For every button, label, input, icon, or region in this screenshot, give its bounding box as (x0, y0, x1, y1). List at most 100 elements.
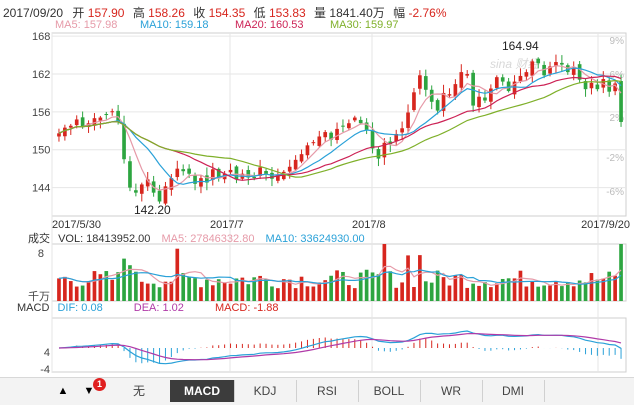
candle-body (376, 149, 381, 159)
pct-tick-label: -2% (606, 153, 624, 164)
macd-axis-bottom: -4 (40, 364, 50, 376)
candle-body (80, 117, 85, 128)
volume-bar (530, 281, 535, 301)
volume-bar (216, 279, 221, 301)
candle-body (364, 122, 369, 131)
dea-line (58, 332, 622, 361)
volume-bar (311, 286, 316, 301)
volume-bar (542, 285, 546, 301)
ma5-legend: MA5: 157.98 (55, 19, 118, 31)
candle-body (68, 125, 73, 128)
candle-body (571, 67, 576, 75)
candle-body (530, 61, 535, 76)
candle-body (471, 72, 475, 106)
candle-body (341, 125, 345, 127)
volume-bar (276, 288, 280, 301)
tab-kdj[interactable]: KDJ (234, 380, 297, 402)
candle-body (163, 186, 168, 204)
volume-label: 量 (314, 6, 327, 20)
volume-bar (169, 281, 174, 301)
volume-bar (607, 271, 612, 301)
price-tick-label: 168 (32, 31, 50, 43)
volume-bar (441, 277, 446, 301)
candle-body (536, 58, 541, 64)
candle-body (441, 92, 446, 111)
volume-axis-unit: 千万 (28, 290, 50, 303)
tab-dmi[interactable]: DMI (482, 380, 545, 402)
volume-bar (341, 271, 345, 301)
date-label: 2017/5/30 (52, 219, 101, 231)
scroll-down-button[interactable]: ▼ (83, 385, 95, 397)
volume-bar (477, 285, 481, 301)
candle-body (311, 142, 316, 144)
volume-bar (329, 275, 333, 301)
volume-bar (104, 271, 109, 301)
candle-body (104, 114, 109, 116)
pct-tick-label: 9% (610, 36, 625, 47)
candle-body (601, 79, 606, 88)
candle-body (246, 170, 251, 178)
volume-bar (364, 269, 369, 301)
candle-body (305, 145, 310, 156)
volume-bar (358, 272, 363, 301)
tab-none[interactable]: 无 (108, 380, 171, 402)
candle-body (589, 82, 594, 89)
candle-body (388, 141, 393, 145)
volume-axis-top: 8 (38, 248, 44, 260)
volume-bar (577, 280, 582, 301)
volume-bar (388, 271, 393, 301)
change-label: 幅 (393, 6, 406, 20)
candle-body (400, 128, 404, 133)
volume-bar (74, 286, 79, 301)
volume-bar (418, 255, 422, 301)
candle-body (500, 77, 505, 82)
ma20-line (58, 75, 622, 181)
volume-bar (376, 274, 381, 301)
volume-bar (181, 273, 186, 301)
candle-body (139, 184, 144, 194)
volume-bar (412, 287, 416, 301)
volume-bar (524, 286, 529, 301)
volume-bar (264, 279, 268, 301)
candle-body (187, 168, 191, 174)
macd-value: MACD: -1.88 (214, 302, 279, 314)
candle-body (199, 178, 203, 187)
candle-body (110, 111, 115, 113)
date-label: 2017/9/20 (581, 219, 630, 231)
tab-boll[interactable]: BOLL (358, 380, 421, 402)
tab-macd[interactable]: MACD (170, 380, 235, 402)
candle-body (258, 167, 262, 176)
tab-wr[interactable]: WR (420, 380, 483, 402)
macd-legend: MACD DIF: 0.08 DEA: 1.02 MACD: -1.88 (17, 302, 279, 314)
close-label: 收 (193, 6, 206, 20)
volume-bar (299, 276, 304, 301)
indicator-tab-bar: ▲ ▼ 1 无 MACD KDJ RSI BOLL WR DMI (0, 377, 634, 405)
volume-bar (287, 279, 292, 301)
candle-body (435, 100, 440, 111)
ma30-line (58, 79, 622, 178)
candle-body (518, 75, 523, 82)
volume-bar (222, 282, 227, 301)
tab-rsi[interactable]: RSI (296, 380, 359, 402)
candle-body (489, 88, 493, 102)
close-value: 154.35 (208, 6, 246, 20)
pct-tick-label: 6% (610, 70, 625, 81)
volume-bar (548, 285, 552, 301)
volume-bar (228, 283, 233, 301)
candle-body (459, 72, 464, 88)
volume-bar (92, 271, 97, 301)
ma10-legend: MA10: 159.18 (140, 19, 209, 31)
candle-body (352, 117, 357, 121)
volume-bar (187, 276, 191, 301)
candle-body (205, 175, 209, 183)
candle-body (394, 133, 399, 142)
candle-body (234, 166, 239, 180)
scroll-up-button[interactable]: ▲ (57, 385, 69, 397)
volume-bar (601, 278, 606, 301)
price-chart[interactable]: 168 162 156 150 144 9% 6% 2% -2% -6% 2017/5/30 2017… (0, 0, 634, 377)
candle-body (418, 75, 422, 89)
volume-bar (613, 275, 617, 301)
high-annotation: 164.94 (502, 39, 539, 53)
candle-body (299, 154, 304, 162)
candle-body (169, 178, 174, 190)
